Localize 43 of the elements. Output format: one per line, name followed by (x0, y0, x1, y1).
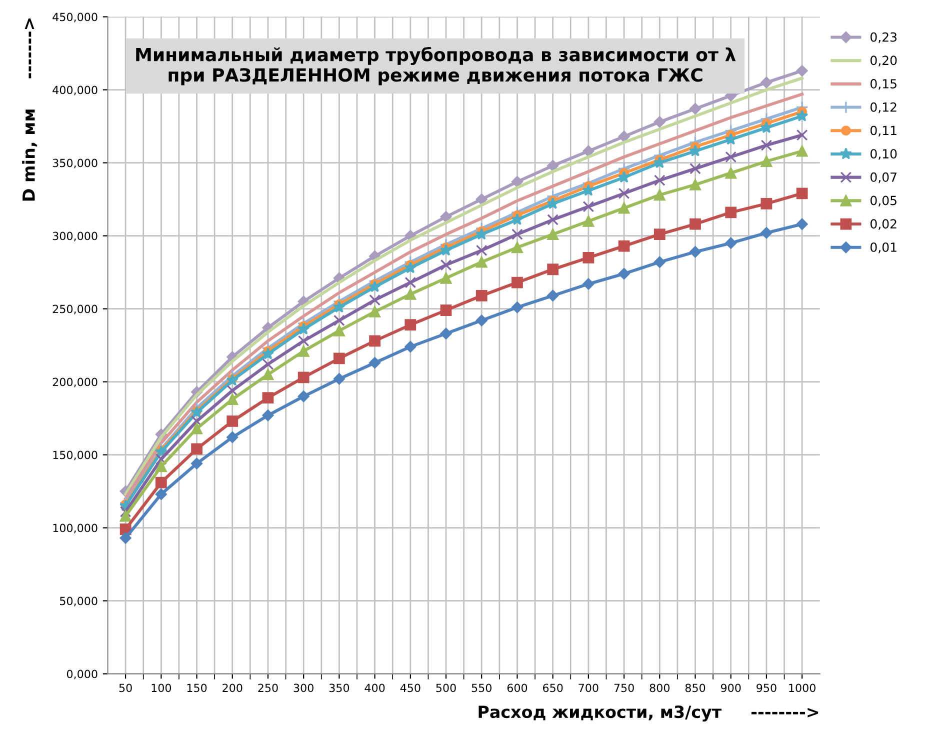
legend-label: 0,02 (870, 219, 896, 230)
text: Минимальный диаметр трубопровода в зависимости от λ при РАЗДЕЛЕННОМ режиме движения потока ГЖС (136, 46, 736, 86)
x-tick-label: 900 (720, 684, 741, 692)
x-tick-label: 550 (472, 684, 492, 692)
legend-label: 0,11 (870, 126, 896, 136)
x-tick-label: 300 (294, 684, 314, 692)
legend-label: 0,23 (870, 32, 897, 44)
y-tick-label: 150,000 (53, 450, 98, 460)
x-tick-label: 700 (578, 684, 598, 692)
x-tick-label: 50 (119, 684, 132, 692)
x-tick-label: 800 (650, 684, 670, 692)
x-tick-label: 1000 (789, 684, 816, 692)
x-tick-label: 200 (222, 684, 242, 692)
legend-label: 0,05 (870, 196, 896, 206)
x-tick-label: 950 (756, 684, 776, 692)
y-tick-label: 50,000 (60, 596, 98, 606)
legend-label: 0,01 (870, 242, 896, 254)
y-tick-label: 0,000 (66, 670, 98, 680)
legend-label: 0,20 (870, 56, 897, 66)
legend-label: 0,12 (870, 102, 896, 114)
y-tick-label: 250,000 (52, 304, 98, 314)
x-tick-label: 850 (685, 684, 706, 692)
legend-label: 0,07 (870, 172, 896, 184)
y-tick-label: 350,000 (52, 158, 98, 168)
x-tick-label: 350 (329, 684, 350, 692)
y-axis-title: D min, мм -------> (22, 18, 38, 201)
x-tick-label: 250 (258, 684, 278, 692)
x-tick-label: 100 (152, 684, 172, 692)
x-tick-label: 450 (400, 684, 420, 692)
x-tick-label: 750 (614, 684, 634, 692)
x-tick-label: 400 (364, 684, 385, 692)
legend-label: 0,10 (870, 149, 897, 160)
x-tick-label: 500 (436, 684, 456, 692)
y-tick-label: 100,000 (53, 524, 98, 534)
y-tick-label: 450,000 (52, 12, 98, 22)
x-tick-label: 650 (543, 684, 563, 692)
legend-label: 0,15 (870, 79, 896, 90)
x-axis-title: Расход жидкости, м3/сут --------> (478, 706, 818, 722)
y-tick-label: 400,000 (52, 86, 98, 96)
y-tick-label: 200,000 (52, 378, 98, 388)
x-tick-label: 150 (187, 684, 207, 692)
y-tick-label: 300,000 (52, 232, 98, 242)
x-tick-label: 600 (507, 684, 528, 692)
